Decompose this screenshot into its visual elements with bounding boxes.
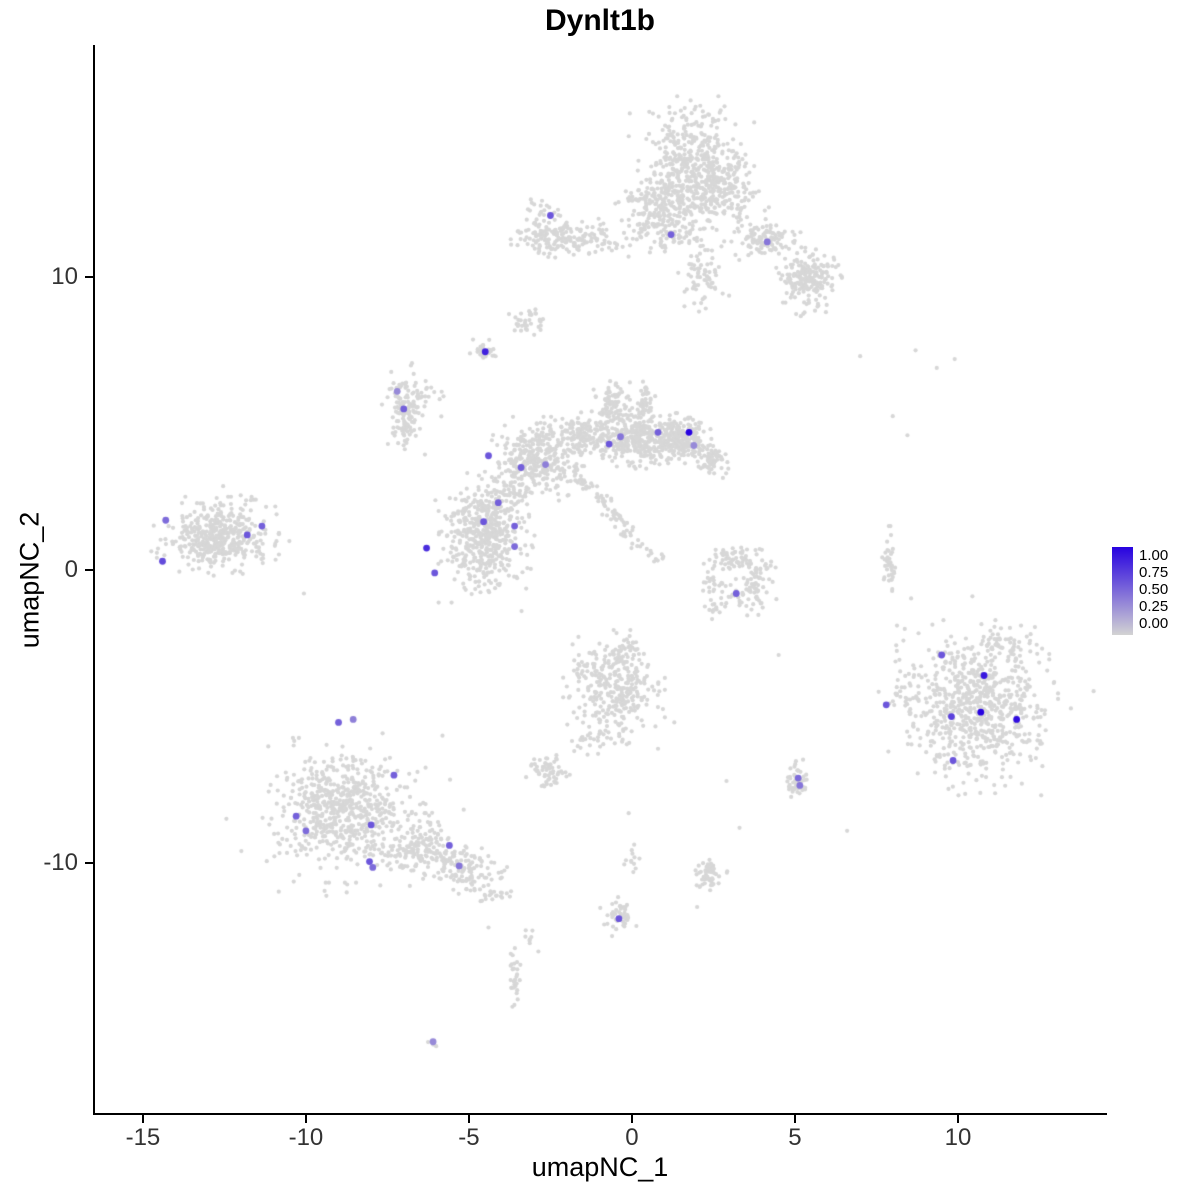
- y-tick-mark: [85, 862, 93, 865]
- legend-tick-label: 0.25: [1139, 598, 1169, 615]
- x-axis-label: umapNC_1: [531, 1152, 669, 1182]
- legend-tick-label: 0.50: [1139, 581, 1169, 598]
- y-tick-label: 0: [64, 556, 78, 584]
- x-tick-label: -15: [125, 1124, 161, 1151]
- x-tick-label: -10: [288, 1124, 324, 1151]
- y-tick-mark: [85, 276, 93, 279]
- x-tick-label: 0: [625, 1124, 639, 1151]
- y-tick-mark: [85, 569, 93, 572]
- legend-tick-label: 0.00: [1139, 615, 1169, 632]
- y-tick-label: 10: [51, 263, 78, 291]
- y-axis-line: [93, 45, 95, 1115]
- x-tick-mark: [793, 1115, 796, 1123]
- x-tick-label: 10: [944, 1124, 972, 1151]
- x-tick-mark: [630, 1115, 633, 1123]
- legend-tick-label: 1.00: [1139, 547, 1169, 564]
- expression-legend-colorbar: [1112, 547, 1133, 635]
- x-tick-label: 5: [788, 1124, 802, 1151]
- y-tick-label: -10: [43, 849, 78, 877]
- legend-tick-label: 0.75: [1139, 564, 1169, 581]
- x-tick-label: -5: [458, 1124, 480, 1151]
- x-axis-line: [93, 1113, 1107, 1115]
- y-axis-label: umapNC_2: [14, 511, 45, 649]
- x-tick-mark: [467, 1115, 470, 1123]
- x-tick-mark: [956, 1115, 959, 1123]
- x-tick-mark: [304, 1115, 307, 1123]
- x-tick-mark: [141, 1115, 144, 1123]
